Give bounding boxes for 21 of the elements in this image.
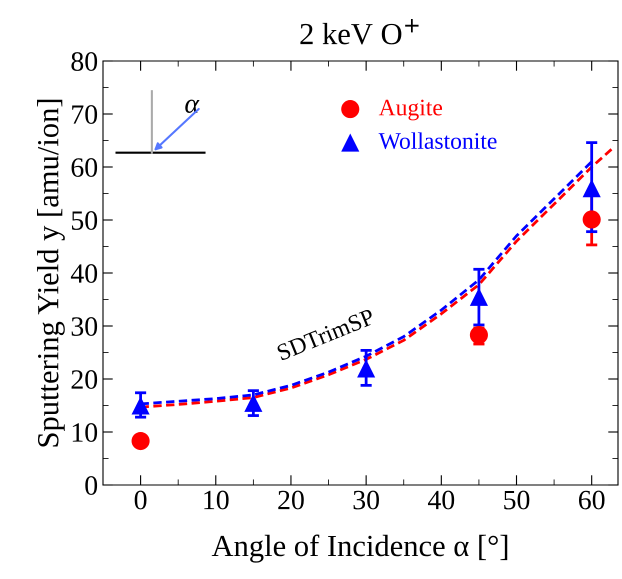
x-tick-label: 30 [354, 490, 379, 510]
x-tick-label: 10 [204, 490, 229, 510]
y-tick-label: 20 [72, 370, 98, 389]
x-tick-label: 0 [134, 490, 146, 510]
y-tick-label: 0 [85, 476, 98, 495]
x-tick-label: 60 [578, 490, 605, 510]
x-tick-label: 20 [278, 490, 304, 510]
y-tick-label: 30 [72, 317, 98, 336]
chart-title: 2 keV O$^{+}$ [300, 18, 419, 45]
y-tick-label: 80 [71, 52, 98, 71]
legend-label: Wollastonite [378, 132, 497, 150]
y-tick-label: 40 [70, 264, 98, 283]
y-tick-label: 60 [72, 158, 98, 177]
legend-label: Augite [378, 100, 442, 120]
y-axis-title: Sputtering Yield y [amu/ion] [37, 100, 65, 446]
y-tick-label: 70 [72, 105, 98, 124]
x-tick-label: 40 [428, 490, 454, 510]
y-tick-label: 50 [72, 211, 98, 230]
x-axis-title: Angle of Incidence α [°] [212, 534, 508, 563]
x-tick-label: 50 [504, 490, 530, 510]
y-tick-label: 10 [72, 423, 98, 442]
